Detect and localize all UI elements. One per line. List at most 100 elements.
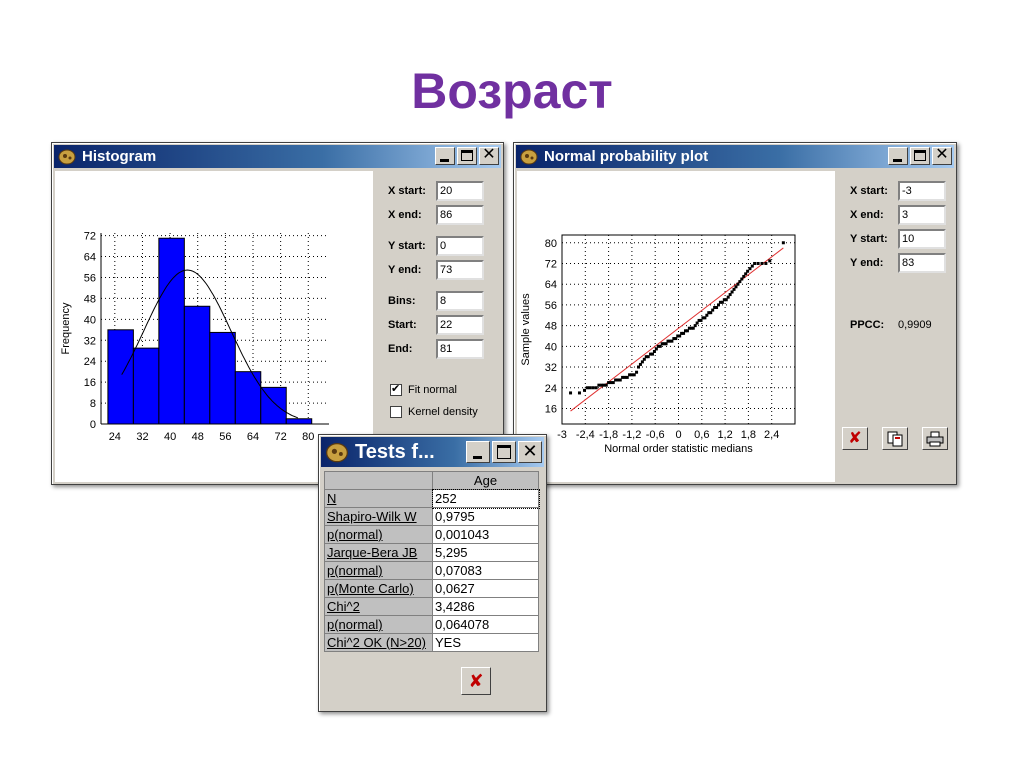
- row-header[interactable]: Shapiro-Wilk W: [324, 507, 433, 526]
- y-tick-label: 0: [90, 419, 96, 431]
- table-header-row: Age: [324, 471, 539, 490]
- data-point: [738, 280, 742, 284]
- cell-value[interactable]: YES: [432, 633, 539, 652]
- print-button[interactable]: [922, 427, 948, 450]
- xstart-label: X start:: [388, 185, 426, 197]
- minimize-button[interactable]: [888, 147, 908, 165]
- x-tick-label: 40: [164, 431, 176, 443]
- data-point: [705, 313, 709, 317]
- data-point: [577, 391, 581, 395]
- npp-window: Normal probability plot ✕ 16 24 32 40 48 56 64…: [513, 142, 957, 485]
- y-tick-label: 56: [545, 300, 557, 312]
- minimize-icon: [440, 159, 449, 162]
- npp-yend-field[interactable]: 83: [898, 253, 946, 273]
- xend-field[interactable]: 86: [436, 205, 484, 225]
- npp-close-button[interactable]: ✘: [842, 427, 868, 450]
- maximize-button[interactable]: [457, 147, 477, 165]
- x-tick-label: 1,2: [717, 429, 732, 441]
- cell-value[interactable]: 252: [431, 488, 540, 509]
- y-tick-label: 24: [545, 383, 557, 395]
- cell-value[interactable]: 0,001043: [432, 525, 539, 544]
- ppcc-label: PPCC:: [850, 319, 885, 331]
- npp-xstart-field[interactable]: -3: [898, 181, 946, 201]
- start-label: Start:: [388, 319, 417, 331]
- ystart-field[interactable]: 0: [436, 236, 484, 256]
- row-header[interactable]: Chi^2: [324, 597, 433, 616]
- cell-value[interactable]: 0,0627: [432, 579, 539, 598]
- minimize-button[interactable]: [435, 147, 455, 165]
- data-point: [715, 305, 719, 309]
- column-header-age[interactable]: Age: [432, 471, 539, 490]
- npp-xend-field[interactable]: 3: [898, 205, 946, 225]
- start-field[interactable]: 22: [436, 315, 484, 335]
- tests-window: Tests f... ✕ Age N 252 Shapiro-Wilk W 0,979…: [318, 434, 547, 712]
- row-header[interactable]: p(normal): [324, 615, 433, 634]
- data-point: [664, 342, 668, 346]
- tests-close-button[interactable]: ✘: [461, 667, 491, 695]
- histogram-bar: [285, 418, 313, 425]
- end-field[interactable]: 81: [436, 339, 484, 359]
- cell-value[interactable]: 0,07083: [432, 561, 539, 580]
- x-tick-label: 0,6: [694, 429, 709, 441]
- cell-value[interactable]: 0,9795: [432, 507, 539, 526]
- data-point: [682, 331, 686, 335]
- close-button[interactable]: ✕: [479, 146, 499, 165]
- row-header[interactable]: p(normal): [324, 561, 433, 580]
- x-axis-label: Normal order statistic medians: [604, 443, 753, 455]
- kernel-density-checkbox[interactable]: [390, 406, 402, 418]
- y-axis-label: Sample values: [520, 293, 532, 366]
- data-point: [676, 334, 680, 338]
- histogram-titlebar[interactable]: Histogram ✕: [54, 145, 501, 168]
- cell-value[interactable]: 3,4286: [432, 597, 539, 616]
- maximize-button[interactable]: [492, 441, 516, 463]
- slide-title: Возраст: [411, 63, 613, 119]
- xstart-field[interactable]: 20: [436, 181, 484, 201]
- data-point: [680, 331, 684, 335]
- fit-normal-checkbox[interactable]: [390, 382, 402, 396]
- histogram-bar: [158, 237, 185, 425]
- y-tick-label: 40: [84, 314, 96, 326]
- app-logo-icon: [520, 149, 538, 165]
- yend-field[interactable]: 73: [436, 260, 484, 280]
- close-button[interactable]: ✕: [518, 441, 542, 463]
- bins-label: Bins:: [388, 295, 416, 307]
- bins-field[interactable]: 8: [436, 291, 484, 311]
- data-point: [768, 259, 772, 263]
- y-tick-label: 16: [545, 403, 557, 415]
- data-point: [670, 339, 674, 343]
- close-button[interactable]: ✕: [932, 146, 952, 165]
- data-point: [744, 272, 748, 276]
- data-point: [748, 267, 752, 271]
- cell-value[interactable]: 5,295: [432, 543, 539, 562]
- data-point: [742, 274, 746, 278]
- data-point: [672, 337, 676, 341]
- histogram-plot-area: 0 8 16 24 32 40 48 56 64 72 24 32 40 48 56 64 72 80 Freque…: [55, 171, 373, 482]
- minimize-button[interactable]: [466, 441, 490, 463]
- data-point: [654, 347, 658, 351]
- row-header[interactable]: Jarque-Bera JB: [324, 543, 433, 562]
- tests-titlebar[interactable]: Tests f... ✕: [321, 437, 544, 467]
- npp-ystart-field[interactable]: 10: [898, 229, 946, 249]
- row-header[interactable]: Chi^2 OK (N>20): [324, 633, 433, 652]
- xend-label: X end:: [388, 209, 422, 221]
- data-point: [736, 282, 740, 286]
- data-point: [644, 355, 648, 359]
- data-point: [628, 373, 632, 377]
- tests-title: Tests f...: [355, 441, 435, 463]
- copy-button[interactable]: [882, 427, 908, 450]
- maximize-icon: [497, 445, 511, 459]
- data-point: [674, 337, 678, 341]
- row-header[interactable]: p(normal): [324, 525, 433, 544]
- maximize-button[interactable]: [910, 147, 930, 165]
- data-point: [658, 344, 662, 348]
- data-point: [666, 339, 670, 343]
- histogram-bar: [107, 329, 134, 425]
- histogram-bar: [260, 386, 287, 425]
- kernel-density-label: Kernel density: [408, 406, 478, 418]
- cell-value[interactable]: 0,064078: [432, 615, 539, 634]
- row-header[interactable]: N: [324, 489, 433, 508]
- data-point: [618, 378, 622, 382]
- data-point: [764, 261, 768, 265]
- npp-titlebar[interactable]: Normal probability plot ✕: [516, 145, 954, 168]
- row-header[interactable]: p(Monte Carlo): [324, 579, 433, 598]
